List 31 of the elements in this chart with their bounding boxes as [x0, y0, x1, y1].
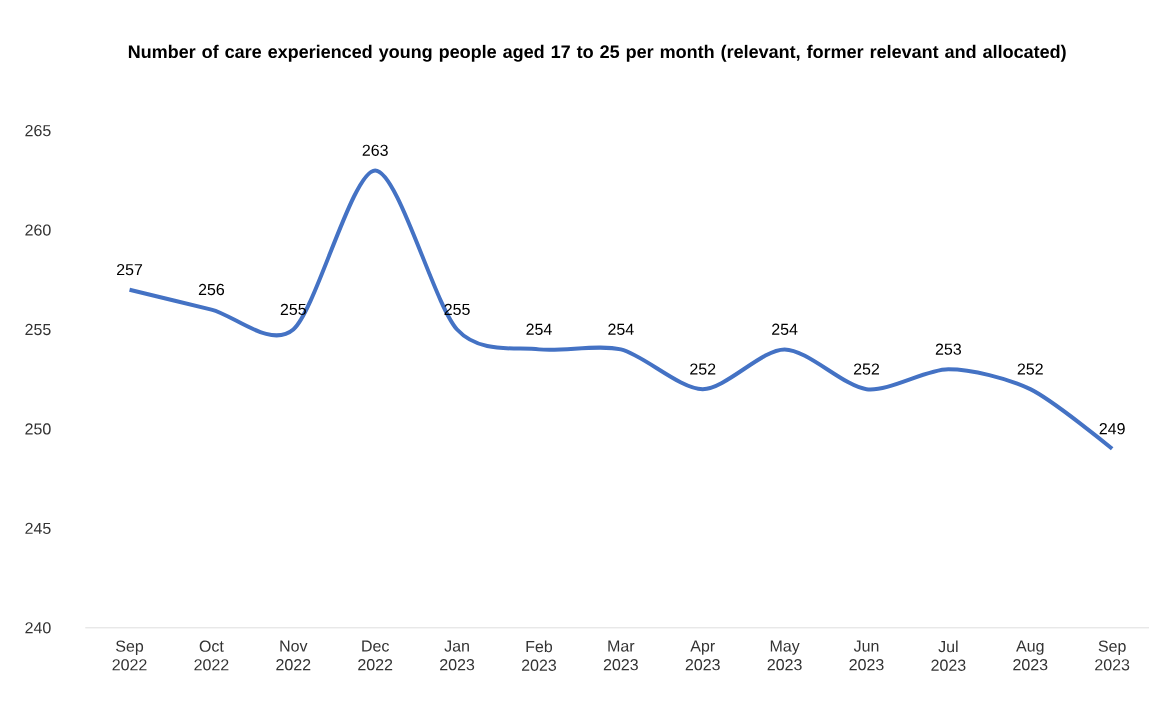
data-label: 257: [116, 263, 143, 276]
x-tick-label: Jul 2023: [931, 640, 966, 671]
x-tick-label: Sep 2023: [1095, 640, 1130, 671]
y-tick-label: 250: [25, 423, 51, 435]
data-label: 254: [772, 323, 798, 335]
y-tick-label: 260: [25, 224, 51, 236]
data-label: 252: [1017, 363, 1043, 375]
y-tick-label: 240: [25, 622, 51, 634]
x-tick-label: Sep 2022: [112, 640, 147, 671]
x-tick-label: Feb 2023: [521, 640, 557, 671]
data-label: 254: [526, 323, 552, 335]
data-label: 249: [1099, 423, 1125, 435]
chart-title: Number of care experienced young people aged 17 to 25 per month (relevant, former relevant and allocated): [128, 44, 1066, 62]
data-label: 252: [853, 363, 880, 375]
y-tick-label: 265: [25, 124, 51, 137]
x-tick-label: Aug 2023: [1013, 640, 1048, 671]
x-tick-label: Apr 2023: [685, 640, 720, 671]
x-tick-label: Dec 2022: [358, 640, 393, 671]
y-tick-label: 245: [25, 522, 51, 534]
x-tick-label: Oct 2022: [194, 640, 229, 671]
x-tick-label: Nov 2022: [276, 640, 311, 671]
x-tick-label: Mar 2023: [603, 640, 638, 671]
data-label: 256: [198, 283, 225, 296]
x-tick-label: Jun 2023: [849, 640, 884, 671]
data-label: 263: [362, 144, 388, 156]
y-tick-label: 255: [25, 323, 51, 336]
x-tick-label: Jan 2023: [440, 640, 475, 671]
data-label: 252: [690, 363, 716, 375]
x-tick-label: May 2023: [767, 640, 802, 671]
data-label: 254: [608, 323, 634, 335]
data-label: 253: [935, 343, 962, 355]
